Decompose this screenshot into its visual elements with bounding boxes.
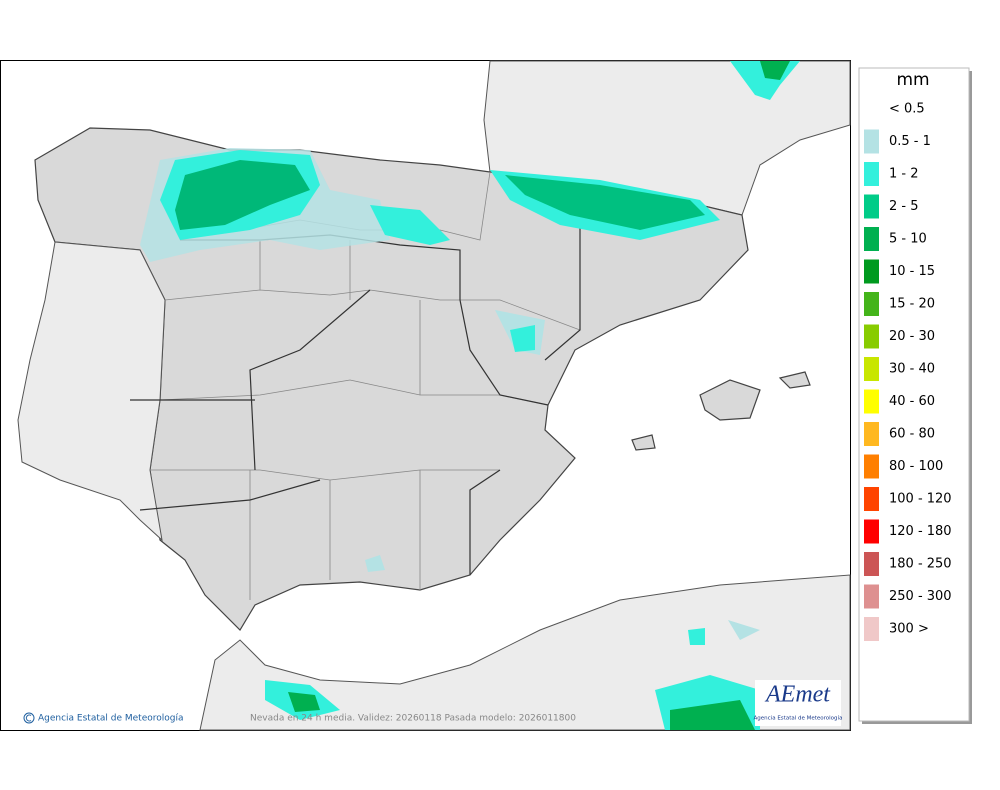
- legend-label: 2 - 5: [889, 199, 919, 214]
- legend-label: 20 - 30: [889, 329, 935, 344]
- legend-label: 1 - 2: [889, 167, 919, 182]
- legend-swatch: [864, 519, 879, 544]
- legend-label: 30 - 40: [889, 362, 935, 377]
- legend-label: 300 >: [889, 622, 929, 637]
- ibiza: [631, 434, 656, 451]
- legend-label: 40 - 60: [889, 394, 935, 409]
- legend-label: 10 - 15: [889, 264, 935, 279]
- legend-label: 180 - 250: [889, 557, 952, 572]
- legend-swatch: [864, 162, 879, 186]
- menorca: [778, 371, 811, 389]
- map-caption: Nevada en 24 h media. Validez: 20260118 …: [250, 714, 576, 724]
- legend-swatch: [864, 454, 879, 479]
- legend-swatch: [864, 584, 879, 609]
- legend-swatch: [864, 292, 879, 316]
- legend-label: 60 - 80: [889, 427, 935, 442]
- legend-label: 80 - 100: [889, 459, 943, 474]
- legend-label: 5 - 10: [889, 232, 927, 247]
- copyright-icon: [23, 712, 35, 724]
- legend-swatch: [864, 552, 879, 576]
- legend-swatch: [864, 487, 879, 511]
- logo-subtitle: Agencia Estatal de Meteorología: [754, 715, 843, 722]
- legend-swatch: [864, 324, 879, 349]
- legend-swatch: [864, 357, 879, 381]
- legend-swatch: [864, 129, 879, 154]
- copyright-icon-c: [25, 714, 32, 722]
- legend-label: 15 - 20: [889, 297, 935, 312]
- legend-swatch: [864, 422, 879, 446]
- logo-box: [755, 680, 841, 726]
- legend-label: 120 - 180: [889, 524, 952, 539]
- legend-swatch: [864, 259, 879, 284]
- snow-areas: [140, 61, 800, 730]
- agency-credit: Agencia Estatal de Meteorología: [38, 714, 184, 724]
- mallorca: [699, 379, 761, 421]
- legend-label: < 0.5: [889, 102, 925, 117]
- portugal: [17, 241, 166, 542]
- legend-label: 250 - 300: [889, 589, 952, 604]
- legend-swatch: [864, 617, 879, 641]
- legend-swatch: [864, 194, 879, 219]
- legend-label: 0.5 - 1: [889, 134, 931, 149]
- land: [17, 60, 851, 731]
- legend-title: mm: [896, 70, 929, 90]
- legend-label: 100 - 120: [889, 492, 952, 507]
- legend: < 0.5 0.5 - 1 1 - 2 2 - 5 5 - 10 10 - 15 15 - …: [864, 102, 952, 641]
- legend-swatch: [864, 227, 879, 251]
- legend-swatch: [864, 389, 879, 414]
- logo: AEmet: [764, 682, 831, 708]
